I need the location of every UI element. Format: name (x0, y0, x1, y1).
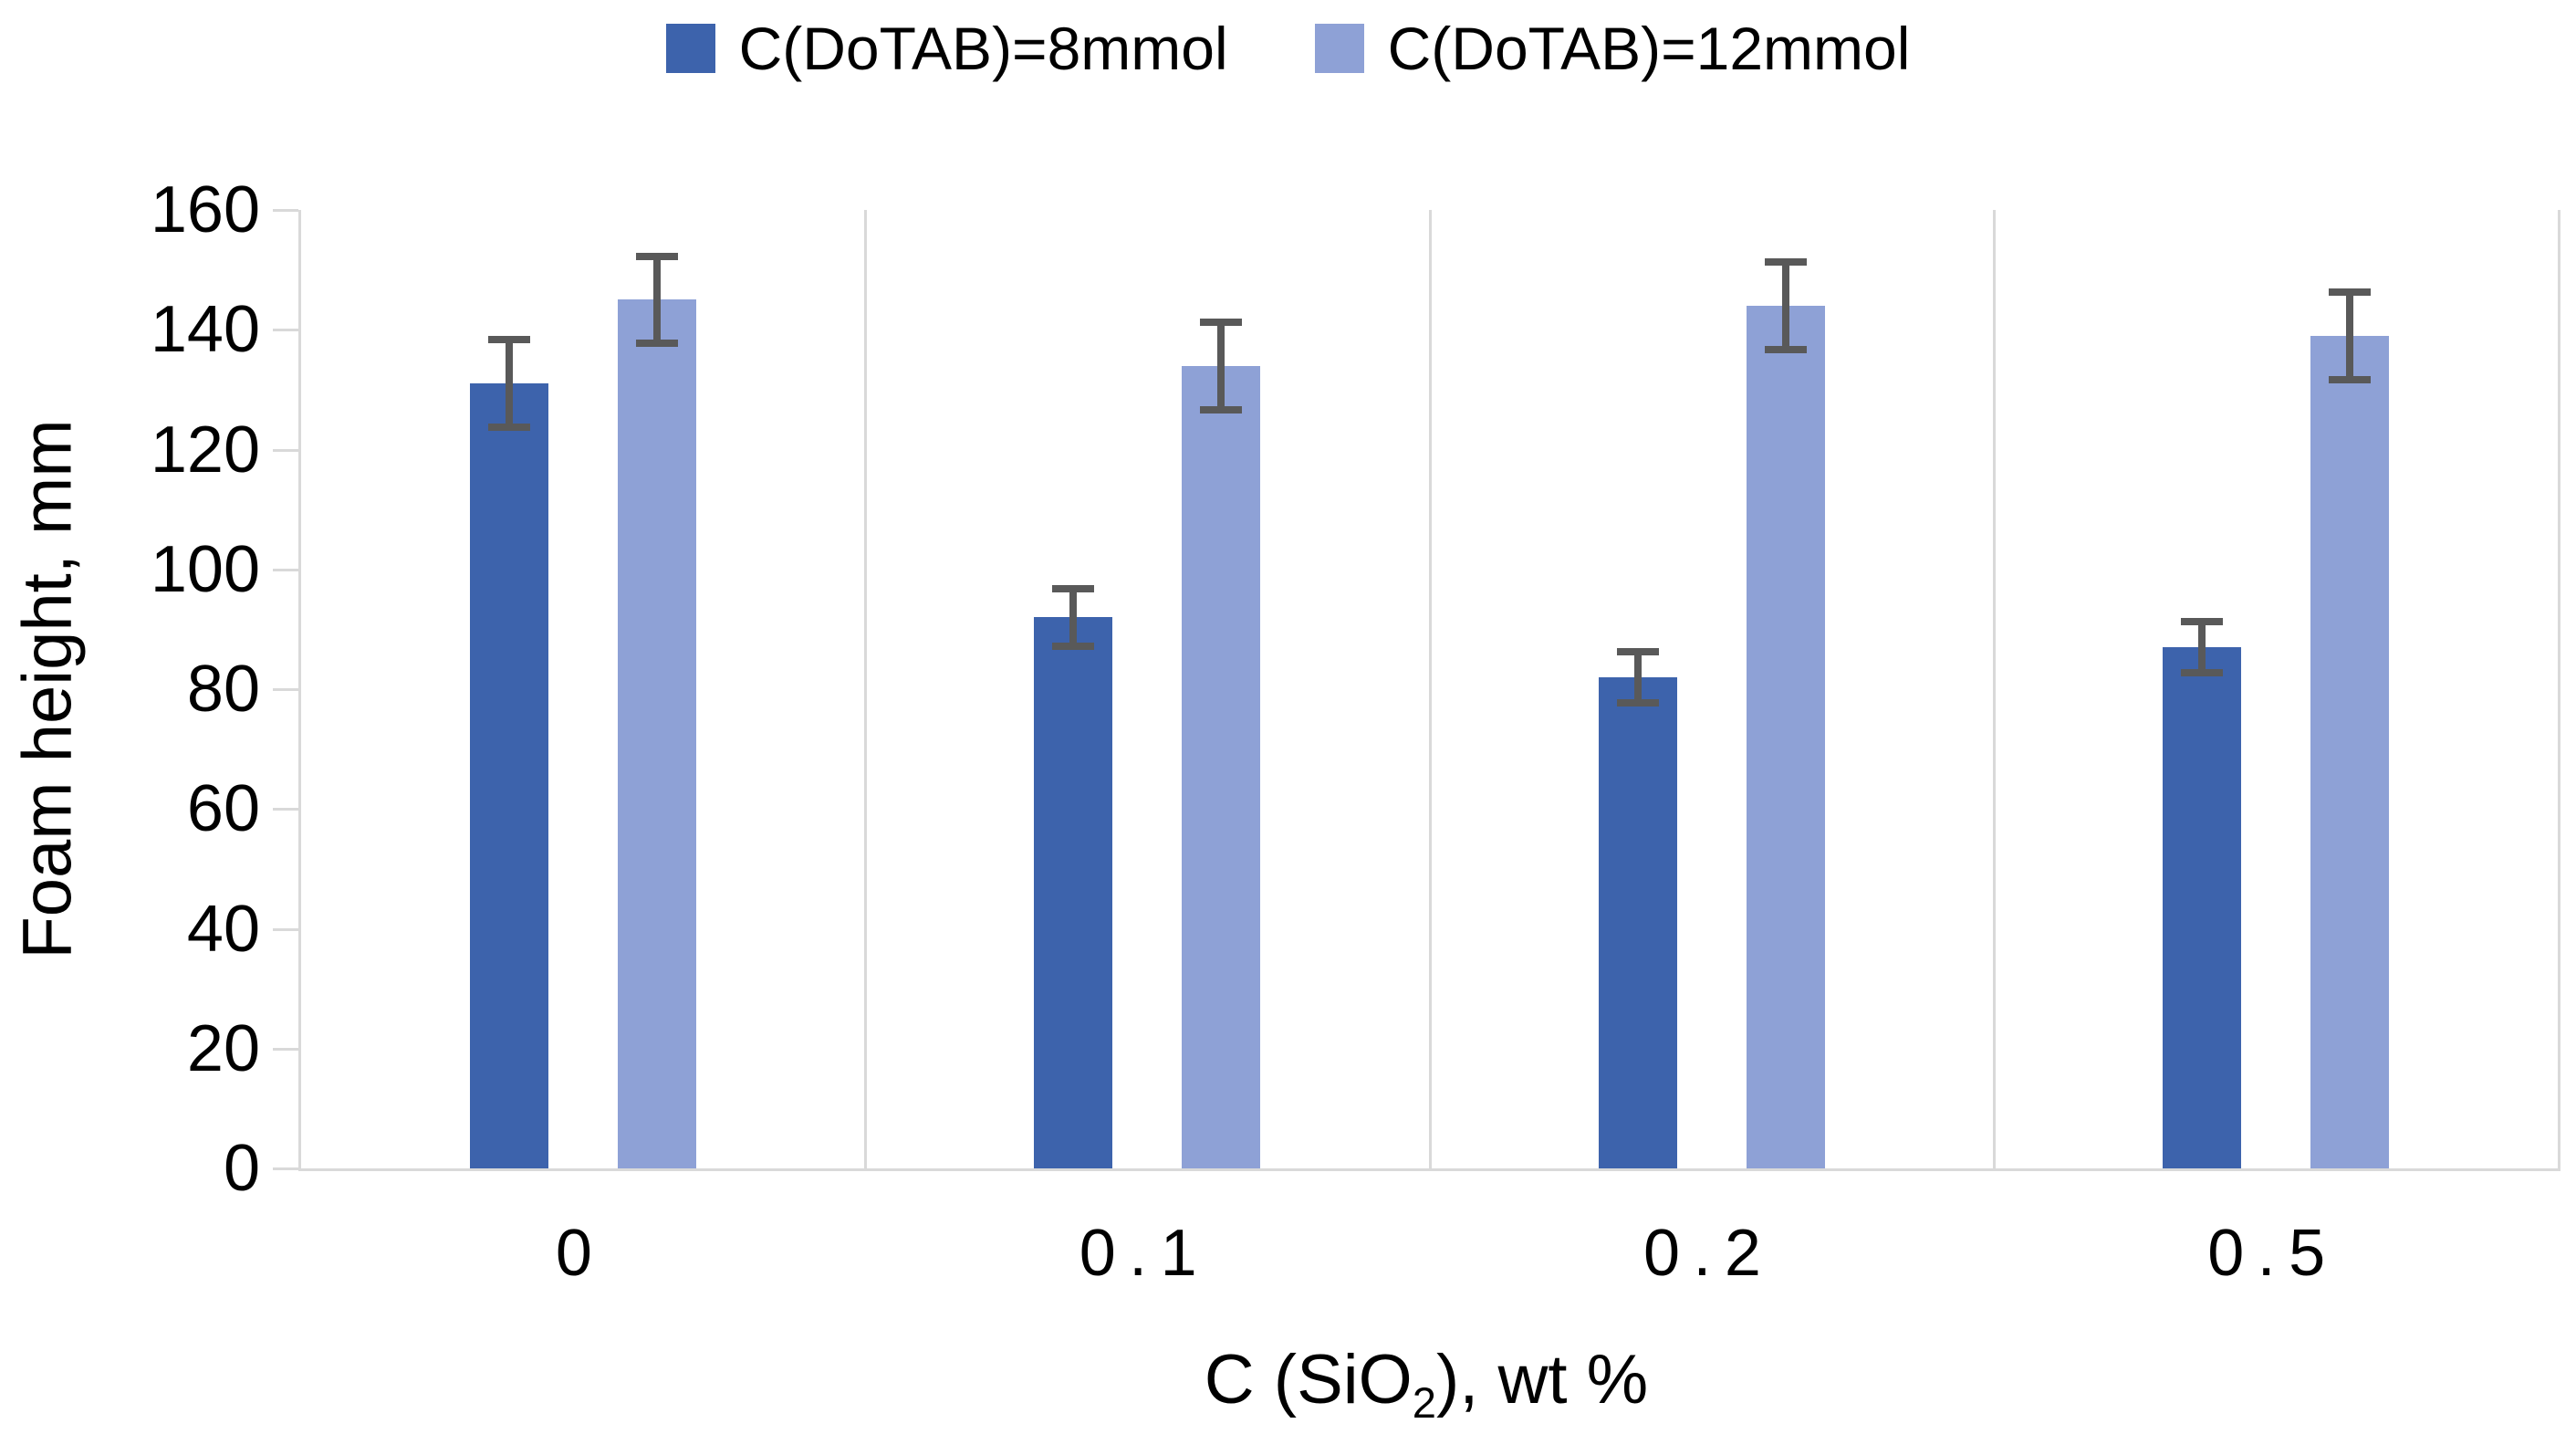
error-bar-line (1633, 653, 1642, 702)
error-bar-cap-top (1764, 258, 1807, 267)
y-tick-mark (273, 1167, 298, 1170)
plot-area (298, 210, 2560, 1171)
error-bar-cap-bottom (1616, 699, 1659, 707)
legend-item: C(DoTAB)=12mmol (1314, 15, 1911, 82)
y-tick-label: 100 (150, 532, 260, 606)
error-bar-cap-bottom (1764, 345, 1807, 353)
bar-C(DoTAB)=12mmol-cat-0 (618, 299, 697, 1168)
y-tick-label: 80 (186, 653, 260, 726)
category-separator-line (1428, 210, 1432, 1168)
legend-swatch-icon (1314, 24, 1364, 73)
error-bar-cap-top (1052, 584, 1095, 592)
y-tick-label: 20 (186, 1011, 260, 1085)
bar-C(DoTAB)=12mmol-cat-0.5 (2310, 335, 2389, 1168)
y-tick-mark (273, 688, 298, 691)
y-tick-mark (273, 568, 298, 571)
x-axis-title: C (SiO2), wt % (1205, 1340, 1648, 1428)
error-bar-line (506, 341, 514, 426)
error-bar-line (1069, 590, 1078, 644)
legend-item: C(DoTAB)=8mmol (665, 15, 1228, 82)
x-category-label: 0.1 (1079, 1217, 1211, 1290)
legend-item-label: C(DoTAB)=8mmol (738, 15, 1228, 82)
bar-C(DoTAB)=8mmol-cat-0.5 (2162, 647, 2241, 1168)
y-tick-mark (273, 927, 298, 931)
y-tick-label: 160 (150, 173, 260, 246)
error-bar-line (1781, 264, 1789, 348)
y-tick-label: 120 (150, 413, 260, 487)
error-bar-line (1217, 323, 1225, 408)
error-bar-line (653, 257, 662, 342)
error-bar-cap-top (1616, 647, 1659, 655)
bar-C(DoTAB)=8mmol-cat-0 (470, 383, 549, 1168)
error-bar-line (2197, 623, 2206, 672)
x-category-label: 0 (555, 1217, 606, 1290)
y-tick-mark (273, 448, 298, 452)
x-axis-title-text: C (SiO (1204, 1341, 1413, 1418)
x-axis-title-subscript: 2 (1412, 1378, 1436, 1428)
x-category-label: 0.2 (1643, 1217, 1775, 1290)
error-bar-cap-top (2180, 617, 2223, 625)
bar-C(DoTAB)=12mmol-cat-0.2 (1746, 306, 1825, 1168)
error-bar-cap-bottom (2328, 375, 2371, 383)
error-bar-cap-top (1200, 318, 1243, 326)
y-tick-mark (273, 209, 298, 212)
error-bar-cap-bottom (636, 340, 679, 348)
error-bar-cap-bottom (1052, 642, 1095, 650)
y-tick-label: 0 (223, 1132, 260, 1205)
bar-C(DoTAB)=12mmol-cat-0.1 (1182, 365, 1261, 1168)
category-separator-line (1992, 210, 1996, 1168)
error-bar-cap-bottom (488, 424, 531, 432)
bar-C(DoTAB)=8mmol-cat-0.1 (1034, 617, 1113, 1168)
error-bar-cap-top (636, 252, 679, 260)
y-tick-label: 140 (150, 293, 260, 367)
legend: C(DoTAB)=8mmol C(DoTAB)=12mmol (0, 16, 2576, 80)
error-bar-cap-bottom (2180, 669, 2223, 677)
legend-swatch-icon (665, 24, 715, 73)
y-tick-mark (273, 1047, 298, 1051)
error-bar-line (2345, 293, 2353, 378)
x-category-label: 0.5 (2207, 1217, 2339, 1290)
y-tick-label: 40 (186, 892, 260, 966)
category-separator-line (864, 210, 868, 1168)
y-tick-mark (273, 808, 298, 811)
y-tick-label: 60 (186, 772, 260, 846)
legend-item-label: C(DoTAB)=12mmol (1387, 15, 1911, 82)
error-bar-cap-top (488, 336, 531, 344)
error-bar-cap-bottom (1200, 405, 1243, 413)
x-axis-title-suffix: ), wt % (1435, 1341, 1649, 1418)
y-tick-mark (273, 329, 298, 332)
bar-C(DoTAB)=8mmol-cat-0.2 (1598, 676, 1677, 1168)
error-bar-cap-top (2328, 288, 2371, 296)
